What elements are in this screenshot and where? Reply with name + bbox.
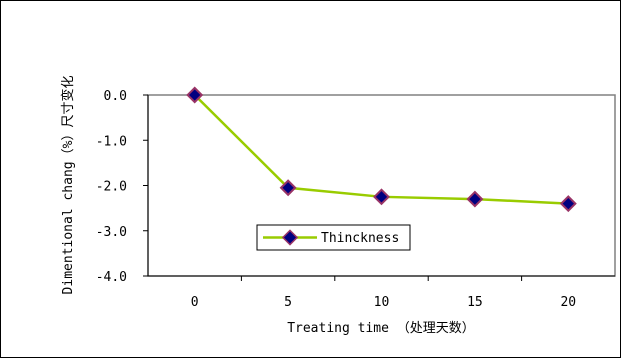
legend-label: Thinckness [321,231,399,246]
data-point-marker [373,188,390,206]
legend-marker-swatch [281,229,299,246]
y-tick-label: -3.0 [96,225,127,240]
y-tick-label: -2.0 [96,180,127,195]
x-tick-label: 5 [284,295,292,310]
y-axis-title: Dimentional chang（%）尺寸变化 [60,76,76,295]
x-ticks: 0 5 10 15 20 [191,276,576,310]
x-tick-label: 0 [191,295,199,310]
x-tick-label: 10 [374,295,390,310]
data-point-marker [466,190,484,208]
y-tick-label: -4.0 [96,270,127,285]
data-point-marker [559,195,577,213]
x-tick-label: 20 [560,295,576,310]
series-layer [186,86,577,213]
data-point-marker [279,179,297,197]
legend: Thinckness [256,224,411,251]
data-point-marker [186,86,204,104]
x-tick-label: 15 [467,295,483,310]
y-tick-label: 0.0 [104,89,127,104]
x-axis-title: Treating time （处理天数） [287,321,475,336]
y-ticks: 0.0 -1.0 -2.0 -3.0 -4.0 [96,89,148,285]
y-tick-label: -1.0 [96,134,127,149]
